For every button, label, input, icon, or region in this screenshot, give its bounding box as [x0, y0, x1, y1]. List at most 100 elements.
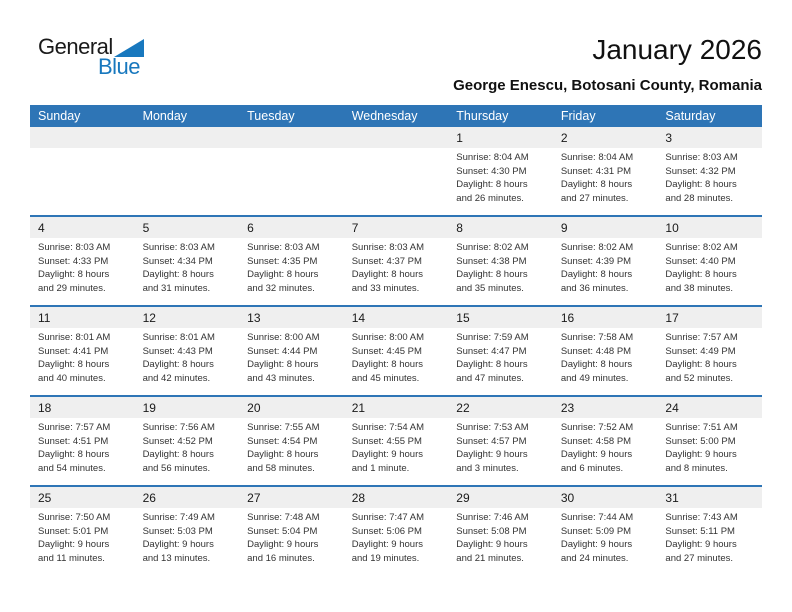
- day-number-band: 7: [343, 217, 449, 238]
- sunset-line: Sunset: 4:30 PM: [456, 165, 527, 177]
- sunrise-line: Sunrise: 8:00 AM: [247, 332, 320, 343]
- day-cell-7: 7 Sunrise: 8:03 AM Sunset: 4:37 PM Daylight…: [343, 217, 449, 305]
- weekday-header-sunday: Sunday: [38, 109, 81, 123]
- daylight-line-1: Daylight: 8 hours: [38, 359, 110, 370]
- sunset-line: Sunset: 4:39 PM: [560, 255, 632, 267]
- calendar-body: 1 Sunrise: 8:04 AM Sunset: 4:30 PM Daylight…: [30, 127, 762, 575]
- day-number: 23: [560, 400, 575, 415]
- sunset-line: Sunset: 4:58 PM: [560, 435, 632, 447]
- day-sun-info: Sunrise: 7:58 AM Sunset: 4:48 PM Daylight:…: [553, 328, 658, 385]
- daylight-line-2: and 8 minutes.: [665, 462, 728, 474]
- sunrise-line: Sunrise: 8:03 AM: [247, 242, 320, 253]
- day-number-band: [239, 127, 344, 148]
- daylight-line-2: and 13 minutes.: [142, 552, 211, 564]
- day-sun-info: Sunrise: 7:43 AM Sunset: 5:11 PM Daylight:…: [657, 508, 762, 565]
- weekday-header-tuesday: Tuesday: [247, 109, 295, 123]
- day-cell-27: 27 Sunrise: 7:48 AM Sunset: 5:04 PM Dayligh…: [239, 487, 344, 575]
- sunset-line: Sunset: 4:57 PM: [456, 435, 527, 447]
- daylight-line-2: and 43 minutes.: [247, 372, 315, 384]
- day-number: 1: [456, 130, 463, 145]
- daylight-line-2: and 19 minutes.: [351, 552, 420, 564]
- sunset-line: Sunset: 4:47 PM: [456, 345, 527, 357]
- sunset-line: Sunset: 4:49 PM: [665, 345, 736, 357]
- sunset-line: Sunset: 5:06 PM: [351, 525, 422, 537]
- sunset-line: Sunset: 4:37 PM: [351, 255, 422, 267]
- daylight-line-1: Daylight: 8 hours: [38, 269, 110, 280]
- sunrise-line: Sunrise: 7:44 AM: [560, 512, 634, 523]
- logo-top-row: General: [38, 36, 148, 58]
- daylight-line-2: and 27 minutes.: [665, 552, 734, 564]
- sunset-line: Sunset: 4:45 PM: [351, 345, 422, 357]
- day-cell-28: 28 Sunrise: 7:47 AM Sunset: 5:06 PM Dayligh…: [343, 487, 449, 575]
- sunset-line: Sunset: 4:35 PM: [247, 255, 318, 267]
- day-number-band: 23: [552, 397, 658, 418]
- day-number: 3: [665, 130, 673, 145]
- weekday-header-saturday: Saturday: [665, 109, 716, 123]
- sunrise-line: Sunrise: 7:54 AM: [351, 422, 425, 433]
- sunrise-line: Sunrise: 8:03 AM: [38, 242, 111, 253]
- day-number: 12: [142, 310, 156, 325]
- day-cell-22: 22 Sunrise: 7:53 AM Sunset: 4:57 PM Dayligh…: [448, 397, 553, 485]
- sunset-line: Sunset: 4:38 PM: [456, 255, 527, 267]
- day-number: 16: [560, 310, 575, 325]
- location-subtitle: George Enescu, Botosani County, Romania: [453, 77, 762, 94]
- sunset-line: Sunset: 4:31 PM: [560, 165, 632, 177]
- daylight-line-2: and 32 minutes.: [247, 282, 315, 294]
- day-sun-info: Sunrise: 8:03 AM Sunset: 4:32 PM Daylight:…: [657, 148, 762, 205]
- day-number: 29: [456, 490, 470, 505]
- sunset-line: Sunset: 4:55 PM: [351, 435, 422, 447]
- daylight-line-1: Daylight: 8 hours: [247, 359, 319, 370]
- daylight-line-1: Daylight: 8 hours: [456, 179, 528, 190]
- sunrise-line: Sunrise: 7:59 AM: [456, 332, 529, 343]
- sunset-line: Sunset: 4:48 PM: [560, 345, 632, 357]
- sunrise-line: Sunrise: 8:02 AM: [560, 242, 634, 253]
- daylight-line-1: Daylight: 9 hours: [38, 539, 110, 550]
- daylight-line-1: Daylight: 8 hours: [560, 359, 633, 370]
- sunrise-line: Sunrise: 7:58 AM: [560, 332, 634, 343]
- day-number: 18: [38, 400, 52, 415]
- sunset-line: Sunset: 5:03 PM: [142, 525, 213, 537]
- daylight-line-2: and 49 minutes.: [560, 372, 629, 384]
- day-number: 14: [351, 310, 366, 325]
- day-number-band: 25: [30, 487, 135, 508]
- daylight-line-1: Daylight: 8 hours: [456, 359, 528, 370]
- day-cell-6: 6 Sunrise: 8:03 AM Sunset: 4:35 PM Daylight…: [239, 217, 344, 305]
- day-number: 17: [665, 310, 679, 325]
- calendar-week-row: 4 Sunrise: 8:03 AM Sunset: 4:33 PM Daylight…: [30, 215, 762, 305]
- sunrise-line: Sunrise: 8:02 AM: [456, 242, 529, 253]
- day-sun-info: Sunrise: 7:59 AM Sunset: 4:47 PM Daylight:…: [448, 328, 553, 385]
- day-cell-empty: [239, 127, 344, 215]
- daylight-line-2: and 54 minutes.: [38, 462, 106, 474]
- day-cell-11: 11 Sunrise: 8:01 AM Sunset: 4:41 PM Dayligh…: [30, 307, 135, 395]
- sunset-line: Sunset: 4:41 PM: [38, 345, 109, 357]
- day-number-band: 2: [552, 127, 658, 148]
- daylight-line-1: Daylight: 9 hours: [560, 539, 633, 550]
- sunrise-line: Sunrise: 7:55 AM: [247, 422, 320, 433]
- day-sun-info: Sunrise: 8:01 AM Sunset: 4:43 PM Daylight:…: [135, 328, 240, 385]
- daylight-line-2: and 40 minutes.: [38, 372, 106, 384]
- day-number-band: 28: [343, 487, 449, 508]
- daylight-line-1: Daylight: 9 hours: [665, 539, 737, 550]
- day-number: 13: [247, 310, 261, 325]
- sunset-line: Sunset: 5:09 PM: [560, 525, 632, 537]
- day-number: 11: [38, 310, 51, 325]
- daylight-line-1: Daylight: 9 hours: [351, 539, 423, 550]
- day-number: 28: [351, 490, 366, 505]
- day-sun-info: Sunrise: 8:03 AM Sunset: 4:33 PM Daylight:…: [30, 238, 135, 295]
- day-cell-19: 19 Sunrise: 7:56 AM Sunset: 4:52 PM Dayligh…: [134, 397, 240, 485]
- day-cell-23: 23 Sunrise: 7:52 AM Sunset: 4:58 PM Dayligh…: [552, 397, 658, 485]
- sunset-line: Sunset: 5:08 PM: [456, 525, 527, 537]
- day-cell-8: 8 Sunrise: 8:02 AM Sunset: 4:38 PM Daylight…: [448, 217, 553, 305]
- day-cell-3: 3 Sunrise: 8:03 AM Sunset: 4:32 PM Daylight…: [657, 127, 762, 215]
- day-sun-info: Sunrise: 8:02 AM Sunset: 4:40 PM Daylight:…: [657, 238, 762, 295]
- day-number-band: 19: [134, 397, 240, 418]
- day-cell-1: 1 Sunrise: 8:04 AM Sunset: 4:30 PM Daylight…: [448, 127, 553, 215]
- day-number-band: 21: [343, 397, 449, 418]
- sunrise-line: Sunrise: 7:43 AM: [665, 512, 738, 523]
- day-number-band: 1: [448, 127, 553, 148]
- sunrise-line: Sunrise: 7:56 AM: [142, 422, 215, 433]
- day-number: 21: [351, 400, 366, 415]
- sunrise-line: Sunrise: 7:51 AM: [665, 422, 738, 433]
- daylight-line-2: and 28 minutes.: [665, 192, 734, 204]
